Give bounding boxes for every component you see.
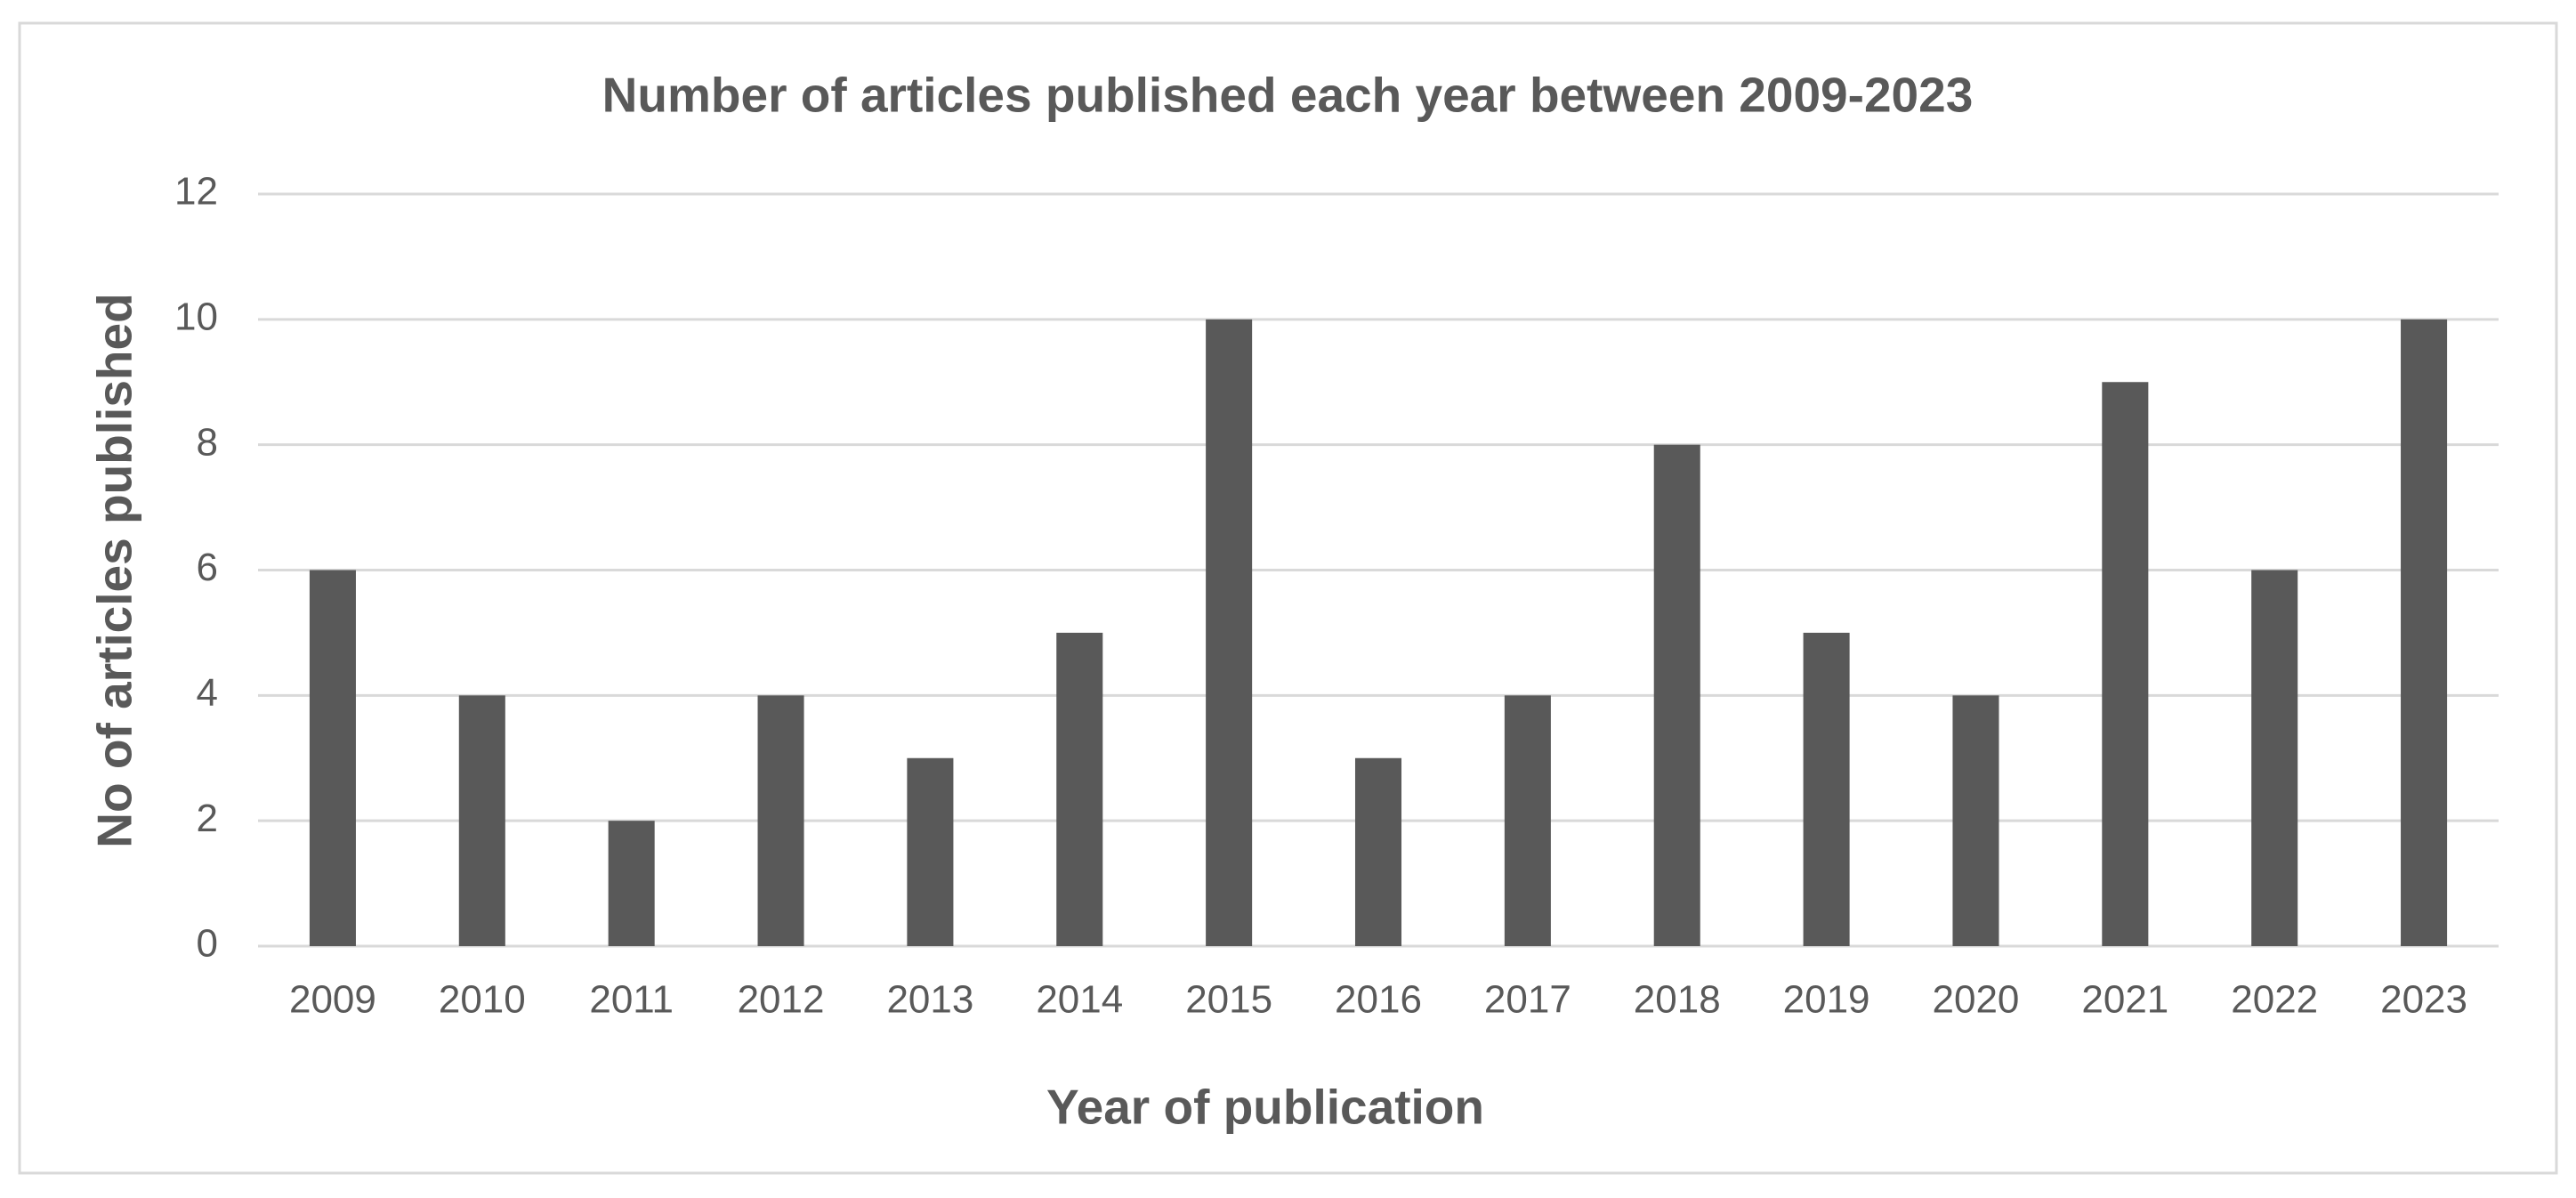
bar <box>608 821 655 946</box>
x-tick-label: 2011 <box>589 978 674 1022</box>
x-tick-label: 2015 <box>1185 978 1272 1022</box>
bar <box>1354 757 1402 946</box>
bar <box>1653 444 1700 947</box>
x-tick-label: 2017 <box>1484 978 1571 1022</box>
y-tick-label: 10 <box>174 295 218 338</box>
y-tick-label: 0 <box>197 922 218 966</box>
x-tick-label: 2018 <box>1634 978 1721 1022</box>
chart-border <box>18 21 2558 1175</box>
bar <box>2251 570 2298 946</box>
bar <box>1056 632 1103 946</box>
x-tick-label: 2023 <box>2380 978 2467 1022</box>
bar <box>1504 695 1551 946</box>
x-tick-label: 2014 <box>1036 978 1123 1022</box>
bar <box>907 757 954 946</box>
bar <box>1803 632 1850 946</box>
bar <box>2102 382 2149 946</box>
x-axis-title: Year of publication <box>1046 1080 1484 1135</box>
bar <box>1206 319 1253 946</box>
y-tick-label: 8 <box>197 420 218 464</box>
y-tick-label: 2 <box>197 797 218 840</box>
y-tick-label: 6 <box>197 546 218 589</box>
x-tick-label: 2019 <box>1783 978 1870 1022</box>
y-axis-title: No of articles published <box>87 293 142 847</box>
x-tick-label: 2012 <box>738 978 825 1022</box>
x-tick-label: 2010 <box>439 978 526 1022</box>
x-tick-label: 2021 <box>2081 978 2168 1022</box>
bar <box>757 695 804 946</box>
x-tick-label: 2016 <box>1335 978 1422 1022</box>
bar <box>1952 695 1999 946</box>
x-tick-label: 2022 <box>2231 978 2318 1022</box>
x-tick-label: 2013 <box>886 978 973 1022</box>
x-tick-label: 2020 <box>1933 978 2020 1022</box>
bar <box>458 695 505 946</box>
y-tick-label: 4 <box>197 671 218 715</box>
x-tick-label: 2009 <box>289 978 376 1022</box>
bar <box>2401 319 2448 946</box>
y-tick-label: 12 <box>174 170 218 214</box>
bar <box>309 570 356 946</box>
chart-title: Number of articles published each year b… <box>602 68 1974 123</box>
